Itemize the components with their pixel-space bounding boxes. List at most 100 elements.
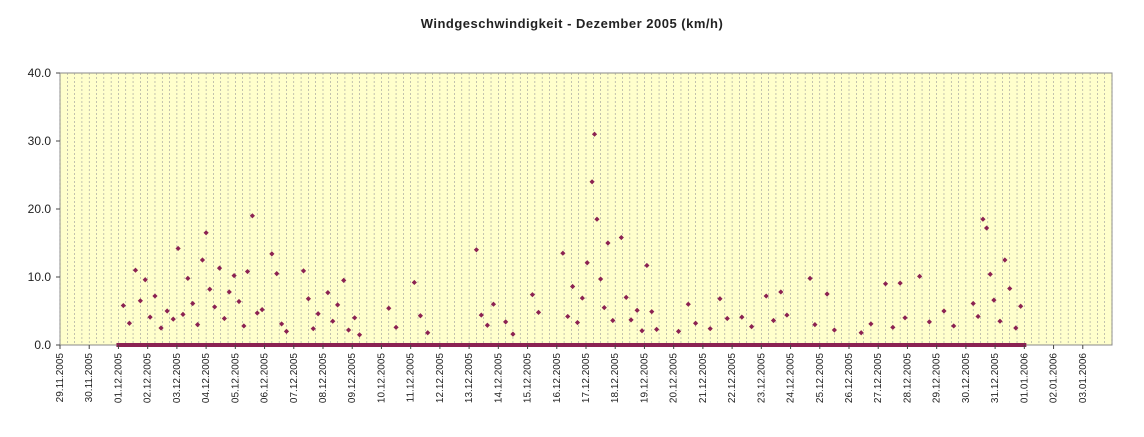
data-point — [212, 304, 218, 310]
data-point — [137, 298, 143, 304]
data-point — [190, 300, 196, 307]
x-tick-label: 30.11.2005 — [84, 353, 95, 403]
data-point — [565, 313, 571, 320]
y-tick-label: 10.0 — [28, 270, 52, 284]
x-tick-label: 26.12.2005 — [844, 353, 855, 403]
data-point — [649, 309, 655, 315]
data-point — [601, 305, 607, 311]
data-point — [158, 325, 164, 331]
data-point — [120, 302, 126, 309]
data-point — [352, 315, 358, 321]
data-point — [591, 131, 598, 137]
data-point — [589, 179, 595, 185]
data-point — [386, 305, 392, 311]
data-point — [411, 279, 417, 286]
data-point — [283, 328, 290, 334]
x-tick-label: 28.12.2005 — [902, 353, 913, 403]
data-point — [236, 298, 242, 305]
data-points — [116, 131, 1027, 347]
data-point — [417, 313, 424, 319]
x-tick-label: 06.12.2005 — [260, 353, 271, 403]
data-point — [598, 276, 604, 282]
data-point — [425, 330, 431, 336]
data-point — [490, 301, 497, 307]
data-point — [692, 320, 699, 326]
data-point — [824, 291, 830, 297]
x-tick-label: 10.12.2005 — [376, 353, 387, 403]
data-point — [1018, 303, 1024, 309]
data-point — [770, 317, 777, 324]
data-point — [610, 317, 616, 324]
x-tick-label: 15.12.2005 — [523, 353, 534, 403]
x-tick-label: 12.12.2005 — [435, 353, 446, 403]
x-tick-label: 07.12.2005 — [289, 353, 300, 403]
x-tick-label: 30.12.2005 — [961, 353, 972, 403]
data-point — [254, 310, 260, 316]
data-point — [975, 313, 981, 320]
x-tick-label: 03.01.2006 — [1078, 353, 1089, 403]
data-point — [510, 331, 516, 337]
data-point — [763, 293, 769, 299]
data-point — [345, 327, 352, 333]
data-point — [175, 245, 181, 252]
data-point — [980, 216, 986, 222]
x-tick-label: 19.12.2005 — [639, 353, 650, 403]
x-tick-label: 14.12.2005 — [493, 353, 504, 403]
data-point — [473, 247, 480, 253]
x-tick-label: 16.12.2005 — [552, 353, 563, 403]
data-point — [207, 286, 213, 292]
data-point — [951, 323, 957, 329]
data-point — [194, 322, 201, 328]
data-point — [724, 315, 730, 322]
data-point — [983, 225, 990, 231]
data-point — [1013, 325, 1019, 331]
data-point — [926, 319, 932, 325]
x-tick-label: 08.12.2005 — [318, 353, 329, 403]
data-point — [748, 324, 755, 330]
x-tick-label: 01.12.2005 — [113, 353, 124, 403]
data-point — [623, 294, 629, 300]
x-tick-label: 03.12.2005 — [172, 353, 183, 403]
data-point — [529, 292, 536, 298]
data-point — [991, 297, 997, 303]
grid — [59, 73, 1113, 345]
data-point — [132, 267, 139, 273]
data-point — [241, 323, 247, 329]
data-point — [478, 312, 484, 318]
data-point — [503, 319, 509, 325]
x-tick-label: 17.12.2005 — [581, 353, 592, 403]
data-point — [341, 277, 347, 283]
x-tick-label: 01.01.2006 — [1019, 353, 1030, 403]
data-point — [890, 324, 896, 330]
x-tick-label: 25.12.2005 — [815, 353, 826, 403]
data-point — [164, 308, 170, 314]
data-point — [685, 301, 691, 307]
data-point — [185, 275, 191, 281]
data-point — [199, 257, 206, 263]
data-point — [717, 296, 723, 302]
data-point — [644, 262, 650, 269]
data-point — [628, 317, 634, 323]
data-point — [356, 332, 363, 338]
x-tick-label: 27.12.2005 — [873, 353, 884, 403]
data-point — [941, 308, 947, 314]
data-point — [618, 234, 624, 241]
x-tick-label: 09.12.2005 — [347, 353, 358, 403]
data-point — [221, 315, 227, 322]
data-point — [970, 300, 976, 307]
data-point — [305, 296, 311, 302]
data-point — [147, 314, 153, 320]
data-point — [882, 281, 889, 287]
data-point — [707, 326, 713, 332]
data-point — [868, 321, 874, 327]
data-point — [831, 327, 837, 333]
x-tick-label: 02.01.2006 — [1049, 353, 1060, 403]
x-tick-label: 13.12.2005 — [464, 353, 475, 403]
data-point — [574, 319, 581, 326]
data-point — [484, 322, 490, 328]
data-point — [807, 275, 813, 281]
data-point — [858, 330, 864, 336]
x-tick-label: 18.12.2005 — [610, 353, 621, 403]
axes: 0.0 10.0 20.0 30.0 40.0 29.11.2005 30.11.2005 0… — [28, 66, 1089, 403]
